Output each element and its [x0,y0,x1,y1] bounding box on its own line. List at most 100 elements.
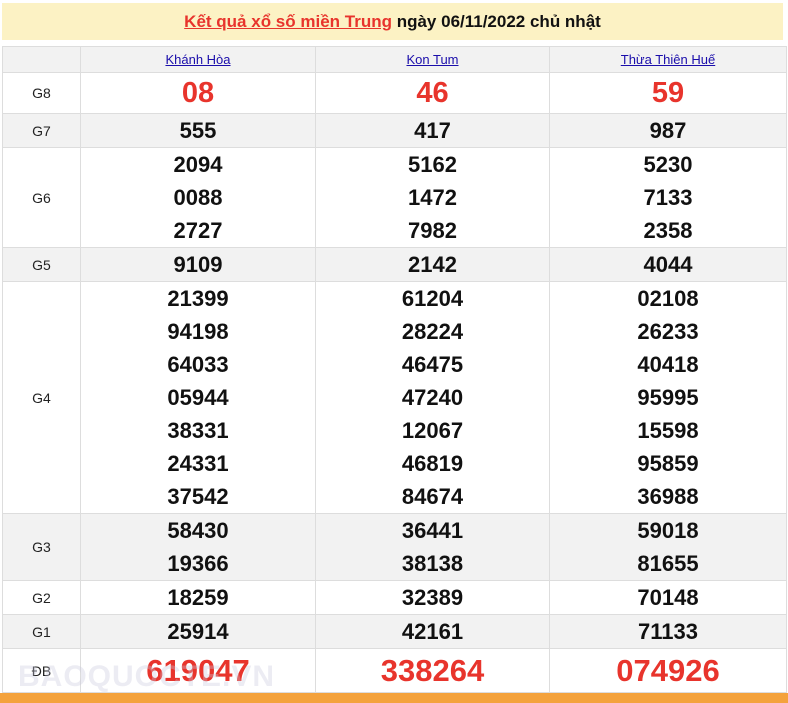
prize-label: ĐB [2,648,81,693]
date-text: ngày 06/11/2022 chủ nhật [391,12,601,31]
prize-cell: 02108 26233 40418 95995 15598 95859 36988 [549,281,787,514]
prize-cell: 4044 [549,247,787,282]
prize-row: G2 18259 32389 70148 [2,580,787,615]
prize-cell: 9109 [80,247,316,282]
prize-cell: 2142 [315,247,550,282]
prize-number: 1472 [408,185,457,210]
prize-cell: 5162 1472 7982 [315,147,550,248]
prize-number: 19366 [167,551,229,576]
prize-cell: 417 [315,113,550,148]
prize-number: 46475 [401,352,464,377]
prize-number: 5230 [643,152,693,177]
prize-number: 08 [181,77,215,109]
prize-number: 21399 [167,286,229,311]
prize-number: 26233 [637,319,699,344]
watermark: BAOQUOCTE.VN [18,660,276,693]
prize-cell: 074926 [549,648,787,693]
prize-number: 46 [416,77,449,109]
prize-cell: 08 [80,72,316,114]
prize-number: 12067 [401,418,464,443]
prize-number: 70148 [637,585,699,610]
prize-row: G6 2094 0088 2727 5162 1472 7982 5230 7133 2358 [2,147,787,248]
prize-number: 84674 [401,484,464,509]
prize-number: 338264 [380,653,485,688]
prize-number: 2094 [173,152,223,177]
prize-number: 46819 [401,451,464,476]
prize-number: 47240 [401,385,464,410]
prize-label: G8 [2,72,81,114]
prize-row: G5 9109 2142 4044 [2,247,787,282]
header-row: Khánh Hòa Kon Tum Thừa Thiên Huế [2,46,787,73]
prize-number: 0088 [173,185,223,210]
prize-cell: 32389 [315,580,550,615]
prize-number: 59 [651,77,685,109]
province-header: Khánh Hòa [80,46,316,73]
province-header: Thừa Thiên Huế [549,46,787,73]
prize-number: 619047 [146,653,250,688]
prize-cell: 42161 [315,614,550,649]
prize-cell: 70148 [549,580,787,615]
prize-number: 59018 [637,518,699,543]
prize-number: 18259 [167,585,229,610]
prize-cell: 338264 [315,648,550,693]
corner-cell [2,46,81,73]
prize-cell: 619047 [80,648,316,693]
prize-label: G1 [2,614,81,649]
prize-number: 2727 [173,218,223,243]
prize-cell: 58430 19366 [80,513,316,581]
province-header: Kon Tum [315,46,550,73]
prize-row: G1 25914 42161 71133 [2,614,787,649]
region-link[interactable]: Kết quả xổ số miền Trung [184,12,392,31]
prize-number: 15598 [637,418,699,443]
province-link[interactable]: Khánh Hòa [165,52,231,67]
prize-cell: 59 [549,72,787,114]
prize-number: 71133 [638,619,698,644]
province-link[interactable]: Thừa Thiên Huế [620,52,716,67]
prize-number: 9109 [173,252,223,277]
results-title: Kết quả xổ số miền Trung ngày 06/11/2022… [2,3,783,40]
prize-row: G4 21399 94198 64033 05944 38331 24331 37542 612… [2,281,787,514]
prize-number: 81655 [637,551,699,576]
prize-number: 40418 [637,352,699,377]
prize-cell: 21399 94198 64033 05944 38331 24331 37542 [80,281,316,514]
province-link[interactable]: Kon Tum [406,52,459,67]
prize-cell: 36441 38138 [315,513,550,581]
prize-number: 95859 [637,451,699,476]
prize-cell: 2094 0088 2727 [80,147,316,248]
prize-number: 074926 [616,653,720,688]
prize-number: 5162 [408,152,457,177]
prize-row: G7 555 417 987 [2,113,787,148]
prize-number: 36988 [637,484,699,509]
prize-row: ĐB 619047 338264 074926 [2,648,787,693]
prize-label: G2 [2,580,81,615]
prize-number: 58430 [167,518,229,543]
prize-number: 61204 [401,286,464,311]
prize-number: 38331 [167,418,229,443]
prize-cell: 18259 [80,580,316,615]
prize-row: G8 08 46 59 [2,72,787,114]
prize-number: 2142 [408,252,457,277]
prize-label: G5 [2,247,81,282]
prize-cell: 71133 [549,614,787,649]
prize-number: 95995 [637,385,699,410]
prize-number: 4044 [643,252,693,277]
prize-number: 7982 [408,218,457,243]
prize-number: 94198 [167,319,229,344]
footer-bar [0,693,788,703]
prize-number: 24331 [167,451,229,476]
prize-label: G4 [2,281,81,514]
prize-number: 36441 [401,518,464,543]
prize-number: 987 [649,118,687,143]
prize-number: 28224 [401,319,464,344]
prize-number: 32389 [401,585,464,610]
prize-number: 2358 [643,218,693,243]
prize-label: G3 [2,513,81,581]
prize-cell: 5230 7133 2358 [549,147,787,248]
results-table: Khánh Hòa Kon Tum Thừa Thiên Huế G8 08 46 5… [2,46,787,693]
prize-cell: 46 [315,72,550,114]
prize-number: 02108 [637,286,699,311]
prize-cell: 59018 81655 [549,513,787,581]
prize-number: 05944 [167,385,229,410]
prize-cell: 987 [549,113,787,148]
prize-number: 555 [179,118,217,143]
